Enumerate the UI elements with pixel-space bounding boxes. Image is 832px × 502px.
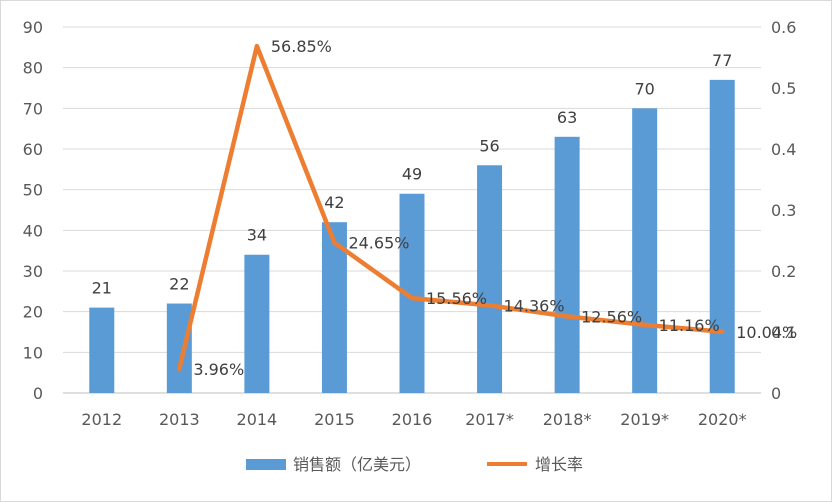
y-right-tick-label: 0.1 — [771, 323, 796, 342]
x-tick-label: 2017* — [465, 410, 514, 429]
line-value-label: 14.36% — [504, 296, 565, 315]
y-right-tick-label: 0.3 — [771, 201, 796, 220]
y-axis-right: 0 0.1 0.2 0.3 0.4 0.5 0.6 — [771, 18, 796, 403]
line-point — [254, 44, 260, 49]
x-tick-label: 2019* — [620, 410, 669, 429]
x-tick-label: 2015 — [314, 410, 355, 429]
line-value-label: 15.56% — [426, 289, 487, 308]
x-tick-label: 2013 — [159, 410, 200, 429]
x-tick-label: 2018* — [543, 410, 592, 429]
legend-label-bar: 销售额（亿美元） — [293, 455, 421, 474]
bar — [89, 307, 115, 393]
y-right-tick-label: 0 — [771, 384, 781, 403]
y-left-tick-label: 30 — [23, 262, 43, 281]
line-value-label: 10.04% — [736, 323, 797, 342]
y-right-tick-label: 0.6 — [771, 18, 796, 37]
bar-value-label: 21 — [92, 279, 112, 298]
line-point — [564, 314, 570, 319]
y-left-tick-label: 0 — [33, 384, 43, 403]
line-point — [642, 322, 647, 328]
bar-value-label: 63 — [557, 108, 577, 127]
bar — [166, 303, 192, 393]
bar-value-label: 56 — [479, 136, 499, 155]
bar-series — [89, 79, 735, 394]
line-data-labels: 3.96% 56.85% 24.65% 15.56% 14.36% 12.56% 11.16… — [193, 37, 797, 379]
bar-value-label: 42 — [324, 193, 344, 212]
line-point — [487, 303, 492, 308]
x-tick-label: 2012 — [81, 410, 122, 429]
growth-line — [177, 43, 725, 372]
bar — [554, 136, 580, 394]
bar-value-label: 49 — [402, 165, 422, 184]
y-right-tick-label: 0.2 — [771, 262, 796, 281]
bar — [244, 254, 270, 393]
bar-value-label: 34 — [247, 226, 267, 245]
bar — [709, 79, 735, 393]
y-left-tick-label: 20 — [23, 303, 43, 322]
bar-value-label: 77 — [712, 51, 732, 70]
bar-value-label: 70 — [634, 79, 654, 98]
line-point — [409, 295, 415, 301]
line-point — [332, 240, 337, 245]
y-left-tick-label: 60 — [23, 140, 43, 159]
line-value-label: 11.16% — [659, 316, 720, 335]
line-value-label: 56.85% — [271, 37, 332, 56]
line-value-label: 3.96% — [193, 360, 244, 379]
x-axis: 2012 2013 2014 2015 2016 2017* 2018* 2019* 2020* — [81, 410, 746, 429]
y-left-tick-label: 50 — [23, 181, 43, 200]
bar — [632, 108, 658, 393]
legend: 销售额（亿美元） 增长率 — [246, 455, 583, 474]
line-value-label: 24.65% — [348, 234, 409, 253]
y-left-tick-label: 70 — [23, 99, 43, 118]
bar-value-label: 22 — [169, 275, 189, 294]
y-axis-left: 0 10 20 30 40 50 60 70 80 90 — [23, 18, 43, 403]
line-point — [720, 329, 725, 334]
x-tick-label: 2016 — [392, 410, 433, 429]
bar-data-labels: 21 22 34 42 49 56 63 70 77 — [92, 51, 733, 298]
y-left-tick-label: 40 — [23, 221, 43, 240]
bar — [477, 165, 503, 393]
y-left-tick-label: 80 — [23, 59, 43, 78]
x-tick-label: 2020* — [698, 410, 747, 429]
y-left-tick-label: 10 — [23, 343, 43, 362]
legend-label-line: 增长率 — [535, 455, 583, 474]
line-point — [177, 366, 182, 372]
legend-swatch-bar — [246, 459, 286, 470]
y-right-tick-label: 0.5 — [771, 79, 796, 98]
line-value-label: 12.56% — [581, 307, 642, 326]
line-series — [177, 43, 725, 372]
y-right-tick-label: 0.4 — [771, 140, 796, 159]
x-tick-label: 2014 — [237, 410, 278, 429]
y-left-tick-label: 90 — [23, 18, 43, 37]
